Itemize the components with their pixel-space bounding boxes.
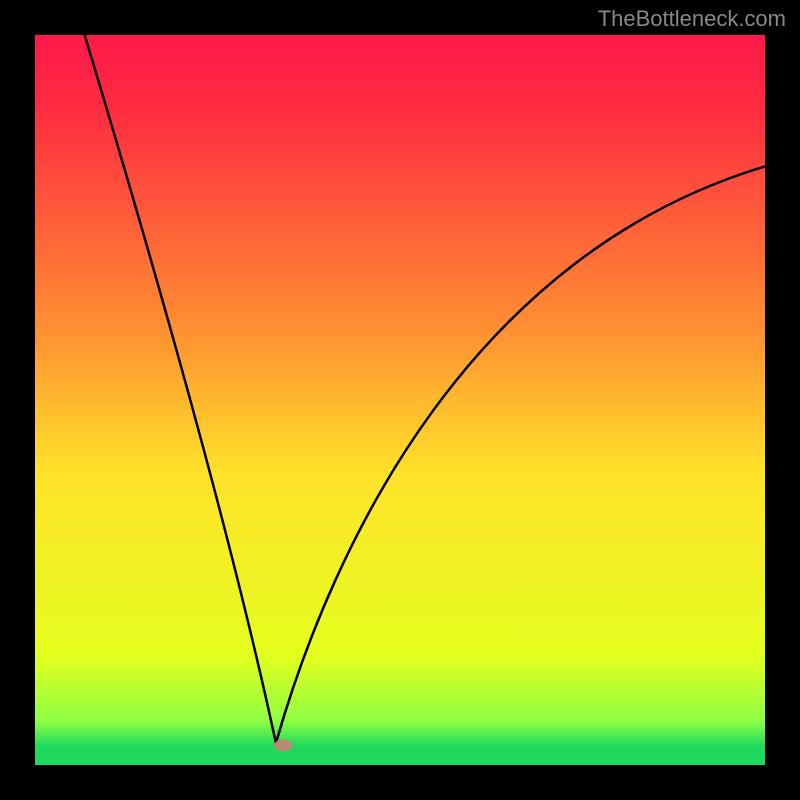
bottleneck-curve — [35, 35, 765, 765]
plot-area — [35, 35, 765, 765]
minimum-marker — [274, 739, 292, 751]
watermark-text: TheBottleneck.com — [598, 6, 786, 32]
curve-path — [85, 35, 765, 743]
